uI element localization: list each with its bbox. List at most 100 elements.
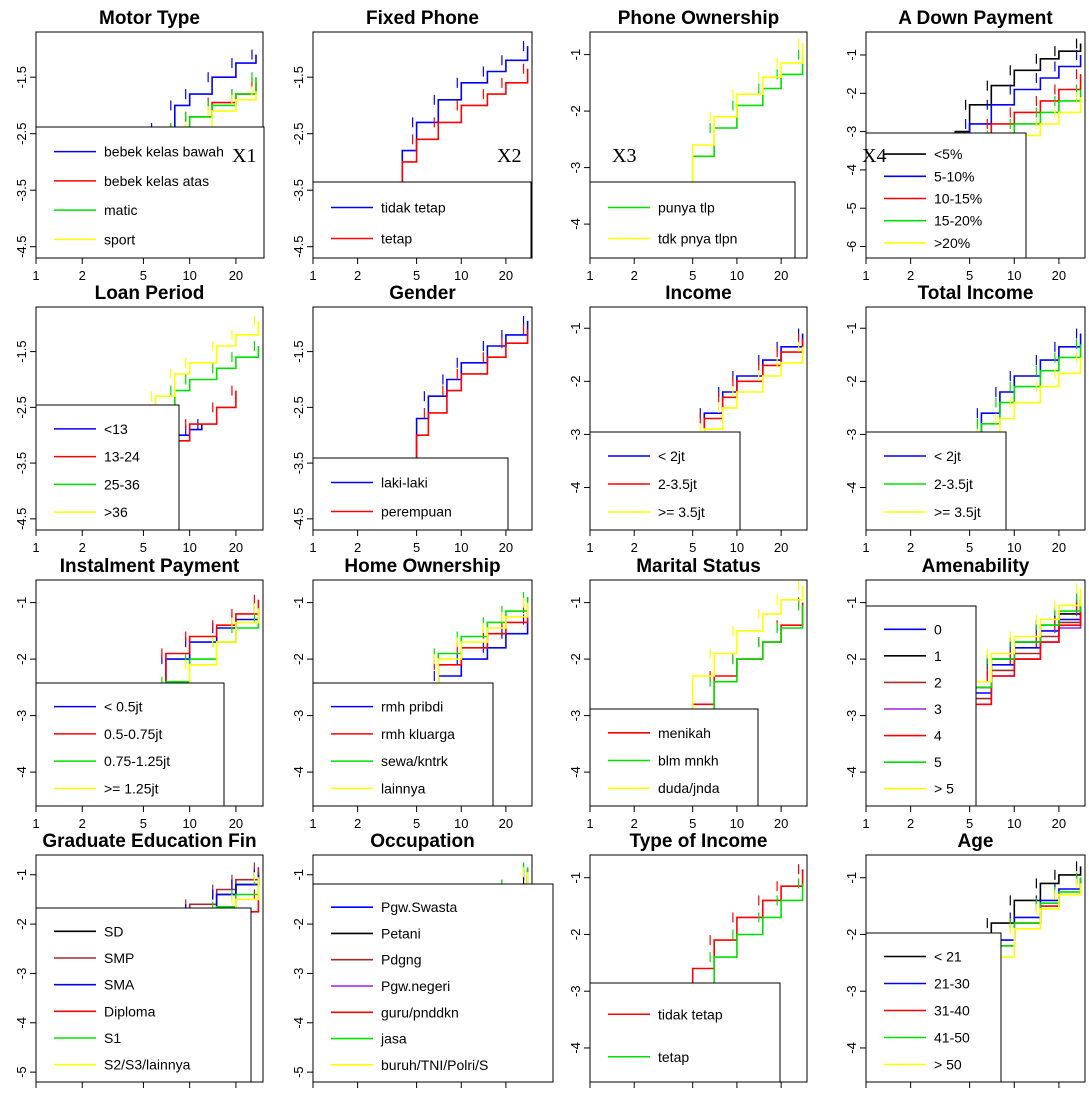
y-tick-label: -5	[291, 1066, 306, 1078]
legend-label: S1	[104, 1030, 121, 1046]
legend-box	[589, 982, 781, 1083]
x-tick-label: 5	[140, 816, 147, 831]
y-tick-label: -1	[568, 49, 583, 61]
legend-label: 0.75-1.25jt	[104, 753, 170, 769]
x-tick-label: 1	[32, 268, 39, 283]
corner-label-x2: X2	[497, 145, 521, 167]
legend-label: 0.5-0.75jt	[104, 726, 162, 742]
y-tick-label: -4	[14, 1017, 29, 1029]
x-tick-label: 2	[631, 540, 638, 555]
y-tick-label: -2	[844, 653, 859, 665]
x-tick-label: 1	[32, 540, 39, 555]
panel-title: Total Income	[918, 283, 1034, 304]
y-tick-label: -4	[568, 1042, 583, 1054]
panel-title: Type of Income	[630, 831, 768, 852]
y-tick-label: -3	[291, 968, 306, 980]
legend-label: tetap	[381, 231, 412, 247]
legend-label: Pgw.Swasta	[381, 899, 457, 915]
legend-label: rmh kluarga	[381, 726, 455, 742]
x-tick-label: 1	[586, 540, 593, 555]
legend-label: bebek kelas bawah	[104, 144, 224, 160]
y-tick-label: -3	[568, 710, 583, 722]
panel-title: Marital Status	[636, 556, 761, 577]
x-tick-label: 2	[354, 816, 361, 831]
x-tick-label: 10	[454, 816, 468, 831]
panel-total-income: Total Income -1 -2 -3 -4 1 2 5 10 20 < 2jt 2-3.5jt >…	[844, 283, 1086, 555]
legend-label: tetap	[658, 1049, 689, 1065]
x-tick-label: 10	[454, 540, 468, 555]
legend-label: SMP	[104, 950, 134, 966]
x-tick-label: 5	[966, 268, 973, 283]
y-tick-label: -2.5	[14, 396, 29, 418]
legend-label: 2	[934, 674, 942, 690]
legend-label: >= 3.5jt	[658, 504, 705, 520]
x-tick-label: 20	[499, 540, 513, 555]
y-tick-label: -2.5	[291, 396, 306, 418]
legend-box	[35, 126, 265, 259]
y-tick-label: -1.5	[291, 66, 306, 88]
x-tick-label: 2	[354, 540, 361, 555]
legend-label: > 5	[934, 781, 954, 797]
x-tick-label: 20	[229, 540, 243, 555]
panel-phone-ownership: Phone Ownership -1 -2 -3 -4 1 2 5 10 20 punya tlp t…	[568, 8, 808, 283]
x-tick-label: 20	[774, 816, 788, 831]
legend-label: SMA	[104, 977, 135, 993]
y-tick-label: -3	[844, 710, 859, 722]
corner-labels-layer: X1 X2 X3 X4	[232, 145, 886, 167]
y-tick-label: -2	[568, 929, 583, 941]
y-tick-label: -4	[844, 164, 859, 176]
y-tick-label: -5	[844, 202, 859, 214]
legend-label: bebek kelas atas	[104, 173, 209, 189]
y-tick-label: -1	[844, 49, 859, 61]
y-tick-label: -1	[844, 597, 859, 609]
legend-box	[312, 682, 494, 807]
legend-label: >36	[104, 504, 128, 520]
y-tick-label: -2	[291, 918, 306, 930]
series-line-tidak-tetap	[678, 869, 804, 1009]
legend-label: >= 1.25jt	[104, 780, 159, 796]
legend-label: >20%	[934, 235, 970, 251]
legend-label: SD	[104, 923, 123, 939]
x-tick-label: 5	[689, 816, 696, 831]
legend-box	[865, 932, 1002, 1083]
legend-box	[589, 431, 741, 531]
legend-label: Pdgng	[381, 952, 421, 968]
series-line-tidak-tetap	[383, 46, 529, 186]
y-tick-label: -1.5	[14, 340, 29, 362]
x-tick-label: 5	[413, 268, 420, 283]
legend-label: < 2jt	[658, 448, 685, 464]
legend-label: 15-20%	[934, 213, 982, 229]
legend-label: lainnya	[381, 780, 426, 796]
y-tick-label: -3	[291, 710, 306, 722]
x-tick-label: 20	[1052, 268, 1066, 283]
panel-title: Motor Type	[99, 8, 200, 29]
y-tick-label: -1	[568, 597, 583, 609]
x-tick-label: 2	[907, 268, 914, 283]
x-tick-label: 5	[413, 540, 420, 555]
legend-box	[35, 404, 180, 531]
legend-label: 0	[934, 621, 942, 637]
panel-instalment-payment: Instalment Payment -1 -2 -3 -4 1 2 5 10 20 < 0.5jt…	[14, 556, 264, 831]
legend-label: < 21	[934, 949, 962, 965]
y-tick-label: -2	[844, 88, 859, 100]
y-tick-label: -4.5	[14, 508, 29, 530]
panel-marital-status: Marital Status -1 -2 -3 -4 1 2 5 10 20 menikah blm …	[568, 556, 808, 831]
y-tick-label: -2.5	[14, 122, 29, 144]
legend-label: 5	[934, 754, 942, 770]
y-tick-label: -1.5	[14, 66, 29, 88]
x-tick-label: 5	[966, 816, 973, 831]
legend-label: sewa/kntrk	[381, 753, 449, 769]
panel-title: Fixed Phone	[366, 8, 479, 29]
x-tick-label: 2	[631, 816, 638, 831]
y-tick-label: -4	[291, 766, 306, 778]
legend-label: < 0.5jt	[104, 699, 143, 715]
legend-label: duda/jnda	[658, 780, 720, 796]
legend-box	[312, 457, 509, 531]
series-line-duda-jnda	[678, 585, 804, 728]
x-tick-label: 10	[730, 540, 744, 555]
panel-gender: Gender -1.5 -2.5 -3.5 -4.51 2 5 10 20 laki-laki pe…	[291, 283, 533, 555]
y-tick-label: -3	[14, 968, 29, 980]
legend-label: 41-50	[934, 1030, 970, 1046]
legend-label: < 2jt	[934, 448, 961, 464]
